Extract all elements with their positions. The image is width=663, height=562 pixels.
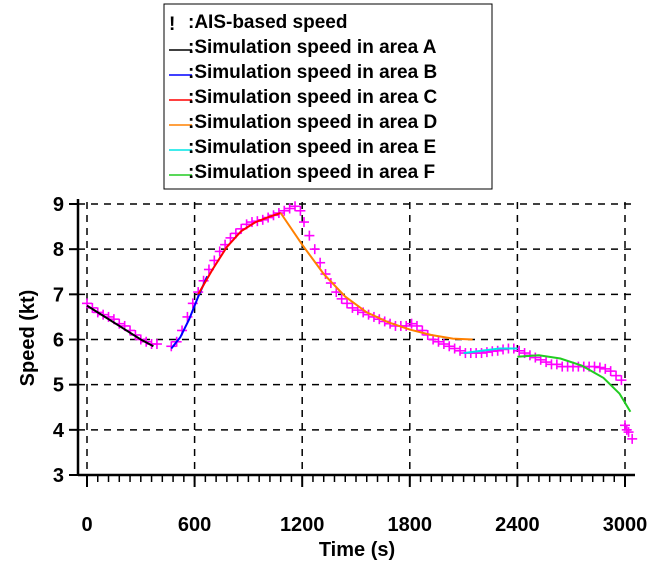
x-tick-label: 2400	[495, 514, 540, 536]
data-point	[449, 343, 460, 354]
data-point	[530, 352, 541, 363]
data-point	[284, 203, 295, 214]
data-point	[616, 375, 627, 386]
data-point	[166, 341, 177, 352]
x-axis-title: Time (s)	[319, 539, 395, 561]
grid	[78, 202, 635, 476]
legend-label-e: :Simulation speed in area E	[188, 137, 436, 158]
axes: 3 4 5 6 7 8 9 0 600 1200 1800 2400 3000	[53, 194, 647, 536]
legend-label-ais: :AIS-based speed	[188, 12, 347, 33]
series-line	[517, 354, 632, 413]
y-axis-title: Speed (kt)	[17, 290, 39, 387]
data-point	[514, 345, 525, 356]
legend-marker-ais: !	[169, 14, 175, 35]
data-point	[605, 366, 616, 377]
data-point	[295, 205, 306, 216]
plot-series	[82, 201, 638, 444]
x-tick-label: 1800	[388, 514, 433, 536]
data-point	[627, 433, 638, 444]
y-tick-label: 8	[53, 239, 64, 261]
data-point	[342, 298, 353, 309]
data-point	[151, 339, 162, 350]
y-tick-label: 4	[53, 420, 65, 442]
legend-label-b: :Simulation speed in area B	[188, 62, 437, 83]
y-tick-label: 7	[53, 284, 64, 306]
data-point	[455, 345, 466, 356]
series-line	[197, 212, 282, 295]
data-point	[290, 201, 301, 212]
legend-label-d: :Simulation speed in area D	[188, 112, 437, 133]
x-tick-label: 600	[178, 514, 211, 536]
data-point	[279, 205, 290, 216]
legend-label-c: :Simulation speed in area C	[188, 87, 437, 108]
x-tick-label: 1200	[280, 514, 325, 536]
data-point	[589, 361, 600, 372]
data-point	[476, 348, 487, 359]
data-point	[347, 302, 358, 313]
x-tick-label: 3000	[603, 514, 648, 536]
data-point	[336, 293, 347, 304]
data-point	[594, 362, 605, 373]
data-point	[481, 347, 492, 358]
data-point	[417, 325, 428, 336]
series-line	[463, 347, 518, 355]
data-point	[315, 257, 326, 268]
legend-box	[163, 3, 493, 190]
data-point	[298, 217, 309, 228]
data-point	[438, 339, 449, 350]
data-point	[541, 357, 552, 368]
data-point	[623, 427, 634, 438]
legend-label-a: :Simulation speed in area A	[188, 37, 437, 58]
data-point	[325, 278, 336, 289]
series-line	[86, 304, 154, 348]
series-line	[279, 212, 473, 341]
y-tick-label: 6	[53, 330, 64, 352]
data-point	[621, 424, 632, 435]
data-point	[492, 345, 503, 356]
data-point	[444, 341, 455, 352]
legend: ! :AIS-based speed :Simulation speed in …	[163, 3, 493, 190]
data-point	[620, 420, 630, 431]
data-point	[309, 244, 320, 255]
data-point	[406, 318, 417, 329]
data-point	[304, 230, 315, 241]
data-point	[551, 359, 562, 370]
data-point	[611, 370, 622, 381]
data-point	[433, 336, 444, 347]
data-point	[411, 320, 422, 331]
data-point	[600, 363, 611, 374]
legend-label-f: :Simulation speed in area F	[188, 162, 435, 183]
x-tick-label: 0	[81, 514, 92, 536]
y-tick-label: 9	[53, 194, 64, 216]
y-tick-label: 3	[53, 465, 64, 487]
y-tick-label: 5	[53, 375, 64, 397]
